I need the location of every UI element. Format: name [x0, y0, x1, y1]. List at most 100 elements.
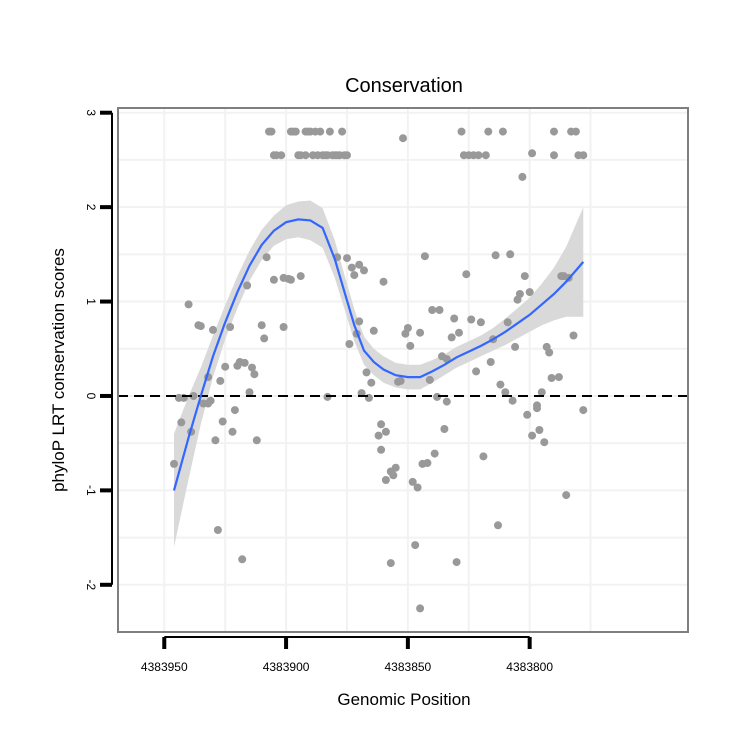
data-point	[252, 436, 261, 445]
data-point	[450, 314, 459, 323]
y-axis-title: phyloP LRT conservation scores	[49, 248, 68, 492]
confidence-ribbon	[174, 200, 584, 547]
data-point	[508, 396, 517, 405]
data-point	[547, 374, 556, 382]
data-point	[533, 401, 541, 410]
data-point	[520, 272, 529, 281]
data-point	[325, 127, 334, 136]
data-point	[452, 558, 461, 567]
data-point	[347, 263, 356, 272]
data-point	[196, 322, 205, 331]
data-point	[562, 491, 571, 500]
data-point	[457, 127, 466, 136]
panel-border	[117, 107, 689, 633]
data-point	[316, 127, 325, 136]
data-point	[506, 250, 515, 259]
data-point	[269, 275, 278, 284]
data-point	[472, 367, 481, 376]
data-point	[396, 376, 405, 385]
data-point	[481, 151, 490, 160]
x-axis-title: Genomic Position	[337, 690, 470, 709]
data-point	[416, 604, 425, 613]
data-point	[408, 477, 417, 486]
data-point	[355, 260, 364, 269]
data-point	[345, 340, 354, 348]
data-point	[170, 459, 178, 468]
y-axis: -2 -1 0 1 2 3	[84, 109, 113, 590]
data-point	[528, 149, 537, 158]
data-point	[362, 368, 371, 377]
data-point	[211, 436, 220, 445]
data-point	[381, 427, 390, 436]
data-point	[389, 471, 398, 480]
data-point	[535, 426, 544, 434]
data-point	[218, 417, 227, 426]
data-point	[433, 392, 442, 401]
y-tick-label: -2	[84, 579, 98, 590]
data-point	[474, 151, 483, 160]
data-point	[262, 253, 271, 262]
data-point	[447, 333, 456, 342]
data-point	[381, 476, 390, 484]
data-point	[360, 266, 368, 275]
data-point	[291, 127, 300, 136]
x-tick-label: 4383900	[263, 660, 310, 674]
data-point	[484, 127, 493, 136]
data-point	[525, 288, 534, 297]
data-point	[440, 425, 449, 433]
data-point	[550, 127, 558, 136]
data-point	[209, 325, 217, 334]
data-point	[213, 526, 222, 534]
data-point	[496, 380, 505, 389]
smooth-trend-line	[172, 218, 585, 491]
data-point	[286, 275, 295, 284]
data-point	[350, 271, 359, 280]
data-point	[411, 541, 420, 550]
data-point	[338, 127, 347, 136]
data-point	[240, 358, 249, 367]
data-point	[343, 254, 351, 263]
data-point	[374, 431, 383, 440]
data-point	[386, 559, 395, 568]
data-point	[467, 315, 476, 324]
data-point	[245, 388, 254, 397]
data-point	[498, 127, 507, 136]
data-point	[243, 281, 252, 290]
data-point	[279, 323, 288, 331]
data-point	[250, 370, 259, 379]
data-point	[216, 376, 225, 385]
data-point	[425, 375, 434, 384]
data-point	[367, 378, 376, 387]
data-point	[554, 373, 563, 382]
data-point	[277, 151, 286, 160]
data-point	[571, 127, 580, 136]
data-point	[462, 270, 471, 279]
data-point	[511, 342, 520, 351]
data-point	[226, 323, 235, 331]
data-point	[377, 420, 386, 429]
data-point	[435, 306, 444, 314]
data-point	[423, 459, 432, 467]
data-point	[491, 251, 500, 260]
x-axis: 4383950 4383900 4383850 4383800	[141, 636, 553, 674]
data-point	[399, 134, 407, 143]
data-point	[430, 449, 439, 458]
data-point	[248, 363, 256, 372]
data-point	[377, 445, 386, 454]
data-point	[260, 334, 269, 343]
data-point	[391, 463, 400, 472]
data-point	[442, 397, 451, 406]
data-point	[569, 331, 578, 340]
y-tick-label: 0	[84, 393, 98, 400]
data-point	[403, 324, 412, 332]
x-tick-label: 4383950	[141, 660, 188, 674]
data-point	[579, 406, 588, 415]
data-point	[476, 318, 485, 327]
data-point	[230, 406, 239, 415]
data-point	[238, 555, 247, 564]
data-point	[177, 418, 186, 427]
data-point	[501, 388, 510, 397]
data-point	[406, 341, 415, 350]
data-point	[296, 272, 305, 281]
